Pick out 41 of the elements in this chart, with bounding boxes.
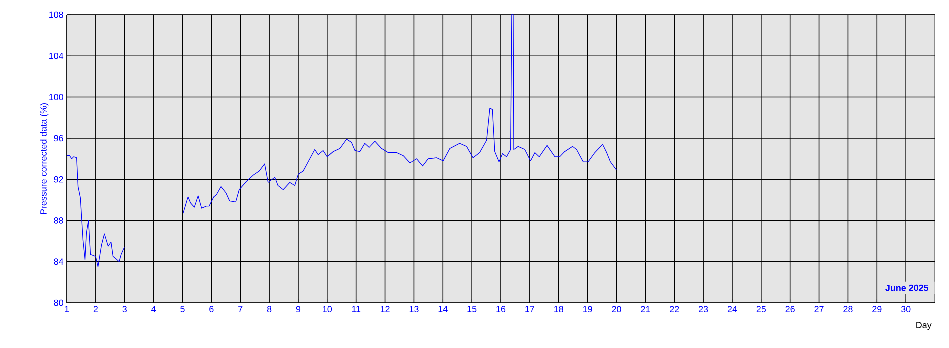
y-axis-title: Pressure corrected data (%) [40,104,49,214]
x-tick-label: 11 [352,306,361,312]
y-tick-label: 104 [50,52,64,60]
y-tick-label: 80 [54,300,64,306]
y-tick-label: 108 [50,12,64,18]
x-tick-label: 18 [554,306,564,313]
y-tick-label: 96 [54,135,64,142]
x-tick-label: 1 [65,306,70,312]
x-tick-label: 23 [699,306,708,313]
x-tick-label: 5 [180,306,185,312]
x-tick-label: 10 [323,306,332,313]
x-tick-label: 20 [612,306,622,313]
x-tick-label: 3 [122,306,127,313]
x-tick-label: 12 [380,306,390,312]
x-tick-label: 8 [267,306,272,313]
x-tick-label: 9 [296,306,301,313]
x-axis-title: Day [916,322,932,330]
x-tick-label: 28 [844,306,853,313]
x-tick-label: 22 [670,306,680,312]
y-tick-label: 88 [54,218,64,224]
x-tick-label: 2 [94,306,98,312]
x-tick-label: 16 [496,306,506,313]
x-tick-label: 19 [584,306,592,313]
annotation: June 2025 [886,284,929,292]
y-tick-label: 92 [54,176,64,183]
x-tick-label: 25 [756,306,766,313]
x-tick-label: 27 [814,306,824,312]
x-tick-label: 7 [238,306,243,312]
x-tick-label: 26 [786,306,795,313]
x-tick-label: 14 [438,306,448,312]
x-tick-label: 17 [526,306,534,312]
x-tick-label: 13 [410,306,419,313]
x-tick-label: 4 [152,306,156,312]
y-tick-label: 100 [50,94,64,100]
y-tick-label: 84 [54,258,64,266]
x-tick-label: 29 [872,306,882,313]
x-tick-label: 21 [641,306,650,312]
x-tick-label: 6 [210,306,214,313]
x-tick-label: 15 [468,306,477,312]
x-tick-label: 30 [901,306,911,313]
x-tick-label: 24 [728,306,738,312]
